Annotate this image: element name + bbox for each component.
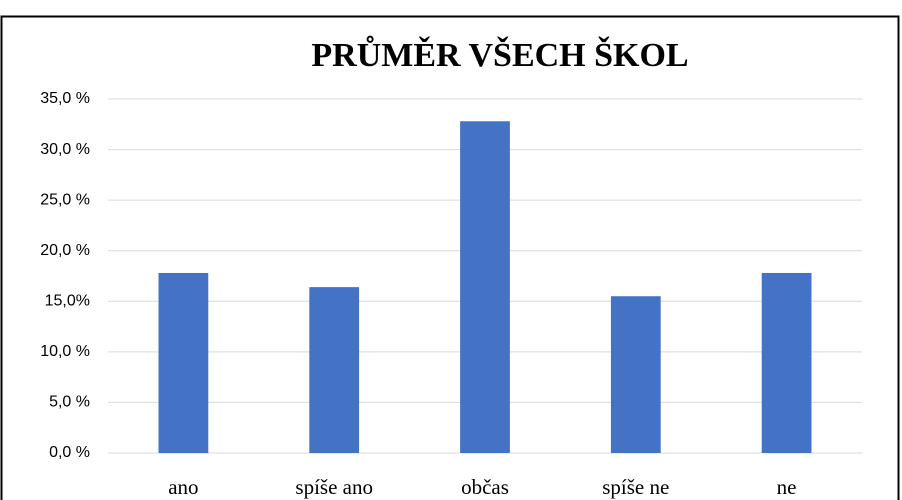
bar (610, 296, 661, 453)
bar (309, 287, 360, 453)
x-tick-label: spíše ano (295, 475, 373, 499)
y-tick-label: 25,0 % (40, 191, 90, 208)
y-tick-label: 35,0 % (40, 90, 90, 107)
bar (761, 272, 812, 453)
y-tick-label: 10,0 % (40, 343, 90, 360)
y-tick-label: 20,0 % (40, 242, 90, 259)
x-tick-label: občas (461, 475, 509, 499)
chart-border (0, 15, 900, 500)
y-tick-label: 5,0 % (49, 394, 90, 411)
y-tick-label: 15,0% (45, 293, 90, 310)
bar (158, 272, 209, 453)
y-tick-label: 0,0 % (49, 444, 90, 461)
x-tick-label: ano (168, 475, 198, 499)
bar (460, 121, 510, 453)
x-tick-label: spíše ne (602, 475, 669, 499)
y-tick-label: 30,0 % (40, 141, 90, 158)
x-tick-label: ne (777, 475, 797, 499)
chart-title: PRŮMĚR VŠECH ŠKOL (311, 35, 688, 74)
